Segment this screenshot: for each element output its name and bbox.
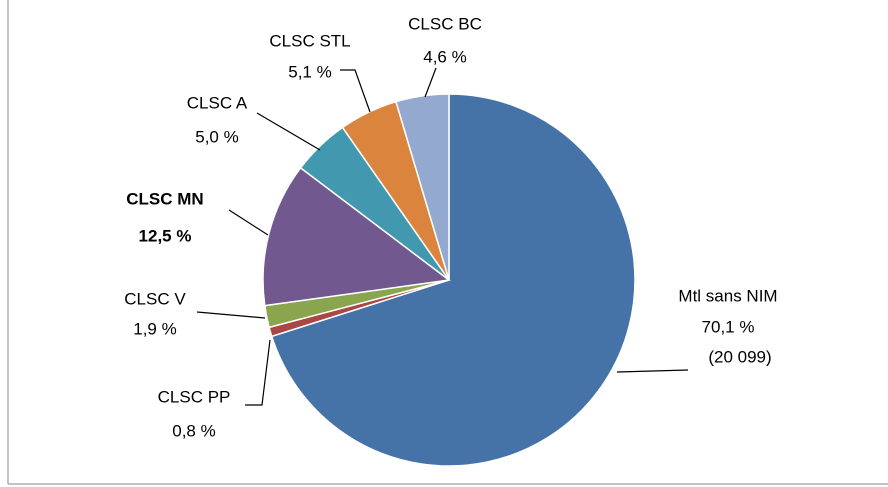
- value-label: 5,0 %: [195, 127, 238, 146]
- value-label: 0,8 %: [172, 421, 215, 440]
- category-label: CLSC PP: [158, 387, 231, 406]
- leader-line: [228, 209, 269, 236]
- category-label: CLSC BC: [408, 14, 482, 33]
- value-label: 4,6 %: [423, 47, 466, 66]
- pie-slice: [395, 93, 450, 281]
- leader-line: [256, 112, 321, 151]
- category-label: CLSC A: [187, 93, 248, 112]
- pie-slice: [270, 93, 636, 467]
- leader-line: [616, 369, 689, 373]
- leader-line: [424, 67, 437, 98]
- leader-line: [340, 69, 371, 113]
- category-label: CLSC V: [124, 289, 186, 308]
- category-label: CLSC STL: [269, 31, 350, 50]
- value-label: 70,1 %: [702, 317, 755, 336]
- value-label: 1,9 %: [133, 319, 176, 338]
- category-label: Mtl sans NIM: [678, 286, 777, 305]
- value-label: 12,5 %: [139, 226, 192, 245]
- category-label: CLSC MN: [126, 189, 203, 208]
- pie-slice: [262, 166, 451, 307]
- annotation: (20 099): [708, 347, 771, 366]
- value-label: 5,1 %: [288, 62, 331, 81]
- leader-line: [245, 339, 271, 406]
- leader-line: [196, 311, 266, 319]
